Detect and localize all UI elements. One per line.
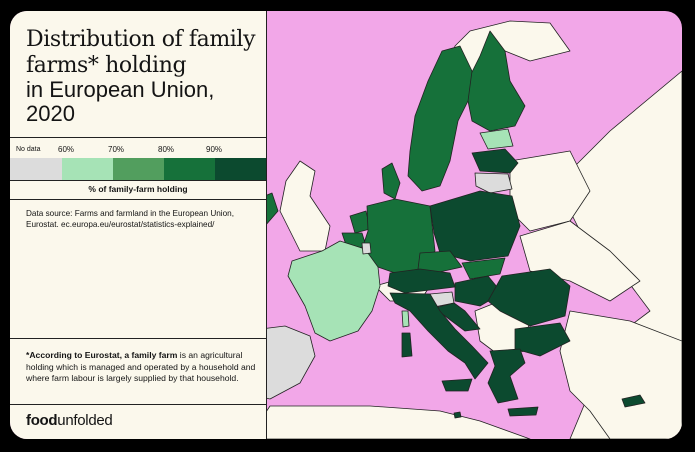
divider-brand bbox=[10, 404, 266, 405]
country-france bbox=[287, 240, 381, 342]
island-corsica bbox=[401, 310, 410, 328]
uk-land bbox=[279, 160, 331, 252]
country-slovakia bbox=[461, 257, 506, 280]
island-sardinia bbox=[401, 332, 413, 358]
country-finland bbox=[464, 30, 526, 132]
europe-map bbox=[199, 20, 682, 439]
title-sans: in European Union, 2020 bbox=[26, 77, 215, 126]
country-denmark bbox=[381, 162, 401, 200]
country-bulgaria bbox=[514, 322, 571, 357]
country-romania bbox=[487, 268, 571, 327]
legend-swatch-nodata bbox=[10, 158, 62, 180]
country-czechia bbox=[417, 250, 463, 274]
island-sicily bbox=[441, 378, 473, 392]
legend-label-90: 90% bbox=[206, 145, 223, 154]
legend-bottom-rule bbox=[10, 199, 266, 200]
footnote-bold: *According to Eurostat, a family farm bbox=[26, 350, 178, 360]
footnote-text: is an agricultural holding which is mana… bbox=[26, 350, 256, 383]
legend-swatch-80 bbox=[164, 158, 215, 180]
country-lithuania bbox=[474, 172, 513, 194]
info-panel: Distribution of family farms* holding in… bbox=[10, 11, 267, 439]
legend-caption: % of family-farm holding bbox=[88, 184, 188, 194]
legend-label-nodata: No data bbox=[16, 146, 41, 153]
legend-label-60: 60% bbox=[58, 145, 75, 154]
legend-mid-rule bbox=[10, 180, 266, 181]
divider-note bbox=[10, 338, 266, 339]
legend-swatch-60 bbox=[62, 158, 113, 180]
country-malta bbox=[453, 411, 462, 419]
country-croatia bbox=[433, 302, 481, 332]
map-card: Distribution of family farms* holding in… bbox=[10, 11, 682, 439]
legend-swatch-90 bbox=[215, 158, 266, 180]
country-austria bbox=[387, 268, 456, 294]
country-poland bbox=[429, 190, 521, 262]
data-source: Data source: Farms and farmland in the E… bbox=[26, 209, 234, 229]
country-latvia bbox=[471, 148, 519, 174]
country-cyprus bbox=[621, 394, 646, 408]
legend-top-rule bbox=[10, 137, 266, 138]
legend-swatch-70 bbox=[113, 158, 164, 180]
country-italy bbox=[389, 292, 489, 380]
island-crete bbox=[507, 406, 539, 417]
legend-label-80: 80% bbox=[158, 145, 175, 154]
country-sweden bbox=[407, 45, 473, 192]
brand-logo: foodunfolded bbox=[26, 412, 113, 429]
country-greece bbox=[487, 348, 526, 404]
legend-label-70: 70% bbox=[108, 145, 125, 154]
country-estonia bbox=[479, 128, 514, 150]
title-serif: Distribution of family farms* holding bbox=[26, 27, 256, 78]
north-africa-land bbox=[249, 405, 531, 439]
country-luxembourg bbox=[361, 242, 372, 255]
footnote: *According to Eurostat, a family farm is… bbox=[26, 350, 258, 385]
turkey-land bbox=[559, 310, 682, 439]
